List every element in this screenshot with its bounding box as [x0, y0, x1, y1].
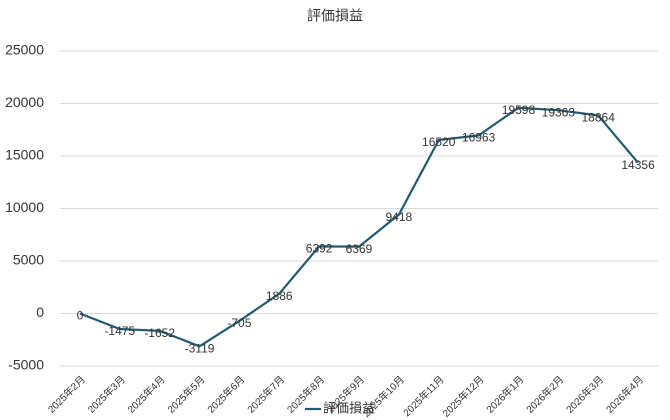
data-label: 9418 [386, 210, 413, 224]
y-tick-label: 10000 [5, 199, 44, 215]
data-label: 19363 [542, 105, 576, 119]
data-label: 1886 [266, 289, 293, 303]
y-tick-label: 5000 [13, 252, 44, 268]
x-tick-label: 2025年11月 [400, 373, 446, 419]
data-label: 18864 [582, 111, 616, 125]
y-tick-label: 25000 [5, 42, 44, 58]
x-tick-label: 2026年3月 [563, 373, 606, 416]
y-tick-label: 15000 [5, 147, 44, 163]
x-tick-label: 2025年6月 [204, 373, 247, 416]
x-tick-label: 2026年1月 [483, 373, 526, 416]
chart-title: 評価損益 [307, 8, 363, 24]
x-tick-label: 2025年4月 [125, 373, 168, 416]
data-label: 14356 [621, 158, 655, 172]
data-label: -705 [227, 316, 251, 330]
data-label: 19598 [502, 103, 536, 117]
y-tick-label: 20000 [5, 94, 44, 110]
data-label: -1475 [104, 324, 135, 338]
x-tick-label: 2025年5月 [165, 373, 208, 416]
data-label: 6392 [306, 242, 333, 256]
x-tick-label: 2025年2月 [45, 373, 88, 416]
data-label: 0 [77, 309, 84, 323]
y-tick-label: 0 [36, 304, 44, 320]
x-tick-label: 2026年4月 [603, 373, 646, 416]
data-label: 16520 [422, 135, 456, 149]
series-line [79, 106, 639, 348]
x-tick-label: 2025年3月 [85, 373, 128, 416]
x-tick-label: 2025年7月 [244, 373, 287, 416]
data-label: -1652 [144, 326, 175, 340]
x-tick-label: 2026年2月 [523, 373, 566, 416]
data-label: -3119 [185, 341, 215, 355]
y-tick-label: -5000 [8, 357, 44, 373]
legend-label: 評価損益 [323, 400, 375, 415]
data-label: 16963 [462, 131, 496, 145]
x-tick-label: 2025年12月 [440, 373, 487, 420]
data-label: 6369 [346, 242, 373, 256]
